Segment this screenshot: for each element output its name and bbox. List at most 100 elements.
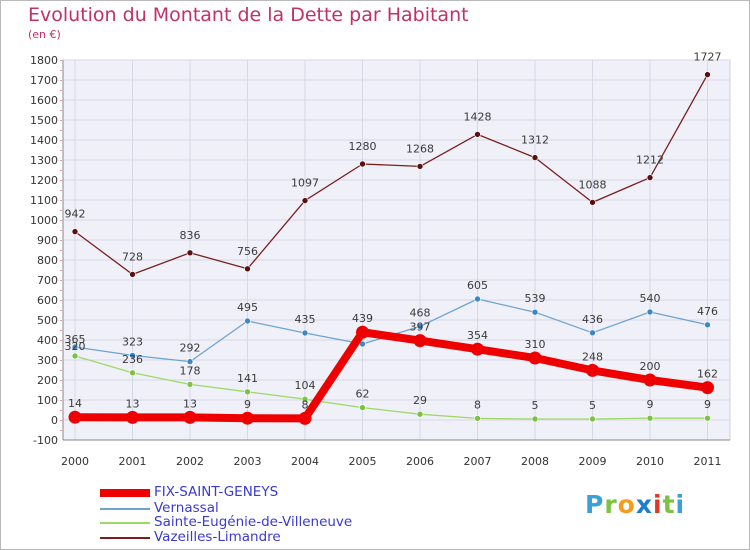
y-tick-label: 1000: [30, 214, 58, 227]
legend-swatch: [100, 489, 150, 497]
data-label: 104: [295, 379, 316, 392]
data-label: 5: [532, 399, 539, 412]
data-point-vernassal: [704, 321, 711, 329]
y-tick-label: 1700: [30, 74, 58, 87]
data-label: 8: [474, 398, 481, 411]
data-labels: 942 728 836 756 1097 1280 1268 1428 1312 1088 1212…: [65, 51, 722, 412]
x-tick-label: 2005: [349, 455, 377, 468]
data-label: 495: [237, 301, 258, 314]
data-label: 539: [525, 292, 546, 305]
data-label: 1212: [636, 154, 664, 167]
data-point-fix-saint-geneys: [68, 410, 82, 424]
y-tick-label: 1500: [30, 114, 58, 127]
data-label: 5: [589, 399, 596, 412]
legend-label: FIX-SAINT-GENEYS: [154, 484, 279, 500]
data-point-vazeilles-limandre: [589, 199, 596, 206]
data-label: 439: [352, 312, 373, 325]
logo-letter: r: [604, 490, 618, 519]
data-point-vernassal: [186, 358, 194, 365]
data-point-vazeilles-limandre: [416, 163, 424, 170]
legend-label: Vazeilles-Limandre: [154, 529, 281, 545]
data-point-sainte-eug-nie-de-villeneuve: [186, 381, 194, 388]
data-label: 1097: [291, 177, 319, 190]
series-line-fix-saint-geneys: [71, 328, 712, 423]
data-point-fix-saint-geneys: [298, 411, 312, 425]
series-line-vazeilles-limandre: [74, 73, 709, 276]
data-label: 141: [237, 372, 258, 385]
data-label: 178: [180, 364, 201, 377]
legend-label: Sainte-Eugénie-de-Villeneuve: [154, 514, 353, 530]
data-label: 248: [582, 350, 603, 363]
x-tick-label: 2008: [521, 455, 549, 468]
chart-subtitle: (en €): [28, 28, 61, 41]
data-point-vernassal: [416, 323, 424, 330]
data-label: 1268: [406, 142, 434, 155]
line-chart: -100 0 100 200 300 400 500 600 700 800 900 1000 1100…: [30, 51, 731, 468]
data-point-sainte-eug-nie-de-villeneuve: [71, 352, 79, 360]
data-point-sainte-eug-nie-de-villeneuve: [416, 410, 424, 418]
data-label: 292: [180, 342, 201, 355]
y-tick-label: 1600: [30, 94, 58, 107]
logo-letter: t: [662, 490, 676, 519]
logo-letter: o: [617, 490, 636, 519]
data-label: 540: [640, 292, 661, 305]
data-point-vazeilles-limandre: [704, 71, 711, 78]
legend-swatch: [100, 537, 150, 539]
y-tick-label: 300: [37, 354, 58, 367]
data-point-fix-saint-geneys: [701, 381, 714, 395]
y-tick-label: 200: [37, 374, 58, 387]
data-label: 162: [697, 368, 718, 381]
data-point-vernassal: [129, 352, 136, 359]
data-point-vernassal: [589, 329, 596, 337]
y-tick-label: 1200: [30, 174, 58, 187]
data-label: 756: [237, 245, 258, 258]
data-label: 836: [180, 229, 201, 242]
x-tick-label: 2004: [291, 455, 319, 468]
y-tick-label: 1300: [30, 154, 58, 167]
data-point-vazeilles-limandre: [301, 197, 309, 204]
y-tick-label: 1100: [30, 194, 58, 207]
data-label: 320: [65, 340, 86, 353]
data-point-sainte-eug-nie-de-villeneuve: [474, 415, 481, 422]
data-point-sainte-eug-nie-de-villeneuve: [646, 414, 654, 422]
data-label: 9: [704, 398, 711, 411]
y-tick-label: 900: [37, 234, 58, 247]
chart-title: Evolution du Montant de la Dette par Hab…: [28, 4, 469, 26]
data-point-sainte-eug-nie-de-villeneuve: [301, 395, 309, 403]
plot-area: [62, 59, 731, 441]
data-point-vazeilles-limandre: [129, 271, 136, 278]
data-label: 354: [467, 329, 488, 342]
data-point-fix-saint-geneys: [643, 373, 657, 387]
data-point-sainte-eug-nie-de-villeneuve: [589, 415, 596, 423]
x-tick-label: 2009: [579, 455, 607, 468]
data-point-sainte-eug-nie-de-villeneuve: [129, 369, 136, 377]
x-tick-label: 2000: [61, 455, 89, 468]
data-point-vernassal: [301, 329, 309, 337]
data-label: 9: [647, 398, 654, 411]
series-layer: [68, 71, 714, 425]
data-label: 468: [410, 306, 431, 319]
y-tick-label: -100: [33, 434, 58, 447]
data-point-sainte-eug-nie-de-villeneuve: [531, 415, 539, 423]
data-label: 62: [356, 388, 370, 401]
data-point-fix-saint-geneys: [183, 410, 197, 424]
data-label: 1428: [464, 110, 492, 123]
data-point-vazeilles-limandre: [71, 228, 79, 235]
data-point-vazeilles-limandre: [186, 249, 194, 257]
y-tick-label: 800: [37, 254, 58, 267]
x-tick-label: 2006: [406, 455, 434, 468]
legend-swatch: [100, 522, 150, 524]
data-label: 942: [65, 208, 86, 221]
data-point-vazeilles-limandre: [531, 154, 539, 161]
y-tick-label: 1800: [30, 54, 58, 67]
data-label: 9: [244, 398, 251, 411]
data-point-vernassal: [359, 340, 366, 348]
data-point-fix-saint-geneys: [528, 351, 542, 365]
data-point-vazeilles-limandre: [359, 160, 366, 168]
data-label: 1312: [521, 134, 549, 147]
data-point-sainte-eug-nie-de-villeneuve: [244, 388, 251, 396]
y-axis: -100 0 100 200 300 400 500 600 700 800 900 1000 1100…: [30, 54, 64, 447]
logo-letter: i: [653, 490, 663, 519]
data-label: 728: [122, 250, 143, 263]
data-label: 435: [295, 313, 316, 326]
